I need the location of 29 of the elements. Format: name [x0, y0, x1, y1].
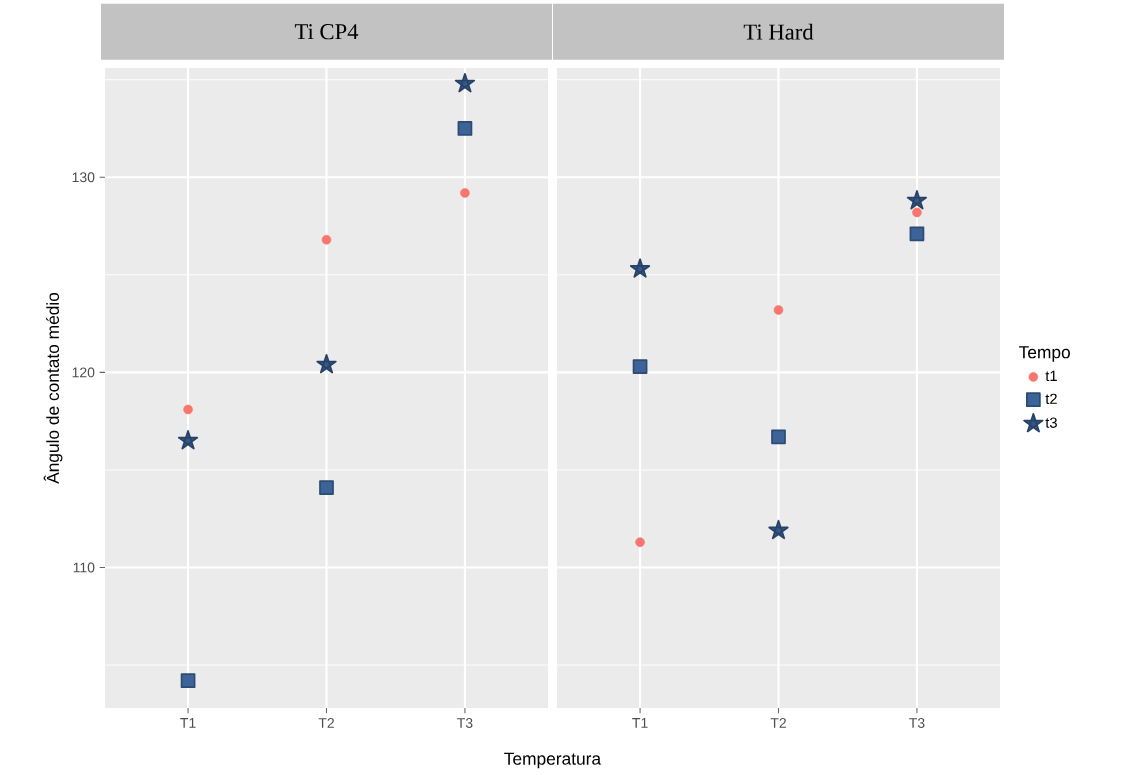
point: [183, 404, 193, 415]
y-tick-label: 130: [72, 172, 95, 183]
point: [632, 359, 648, 374]
x-tick-label: T2: [770, 718, 786, 728]
y-tick-label: 110: [73, 562, 95, 573]
legend-label: t1: [1045, 370, 1057, 382]
point: [460, 188, 470, 198]
point: [909, 226, 925, 242]
chart-title: Ti Hard: [743, 23, 814, 40]
x-tick-label: T3: [457, 718, 473, 728]
y-axis-title: Ângulo de contato médio: [43, 292, 63, 484]
x-tick-label: T3: [909, 718, 925, 728]
point: [457, 121, 473, 136]
point: [912, 207, 922, 218]
point: [319, 480, 334, 495]
y-tick-label: 120: [72, 367, 95, 378]
legend-title: Tempo: [1019, 346, 1070, 362]
point: [771, 429, 786, 445]
point: [180, 673, 196, 689]
x-axis-title: Temperatura: [504, 752, 602, 769]
x-tick-label: T1: [180, 718, 196, 728]
point: [635, 537, 645, 547]
legend-label: t2: [1045, 393, 1057, 404]
x-tick-label: T2: [318, 718, 334, 728]
legend-label: t3: [1045, 417, 1057, 428]
point: [773, 305, 784, 315]
chart-title: Ti CP4: [294, 24, 359, 40]
x-tick-label: T1: [632, 718, 648, 728]
point: [321, 234, 332, 245]
